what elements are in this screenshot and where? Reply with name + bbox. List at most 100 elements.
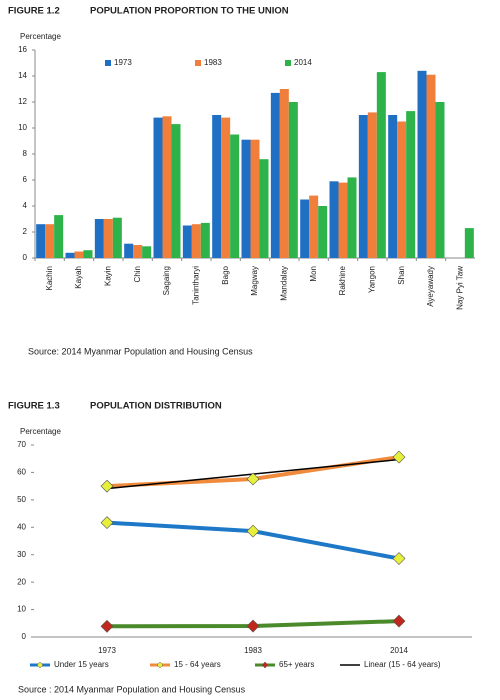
y-tick-label: 16 (18, 45, 27, 54)
bar (45, 224, 55, 258)
marker (392, 552, 406, 565)
marker (100, 516, 114, 530)
bar (270, 92, 280, 259)
legend-swatch (285, 60, 291, 66)
legend-swatch (195, 60, 201, 66)
bar (65, 252, 75, 258)
bar (388, 115, 398, 258)
x-tick-label: Mon (309, 266, 318, 282)
bar (142, 246, 152, 258)
bar (153, 117, 163, 258)
x-tick-label: Kayah (74, 266, 83, 289)
x-tick-label: Sagaing (162, 266, 171, 295)
bar (133, 245, 143, 258)
x-tick-label: Magway (250, 266, 259, 296)
bar (300, 199, 310, 258)
chart-title: POPULATION PROPORTION TO THE UNION (90, 6, 289, 17)
marker (246, 619, 260, 633)
legend-label: 1973 (114, 58, 132, 67)
legend-label: 2014 (294, 58, 312, 67)
marker (392, 450, 406, 464)
bar (124, 243, 134, 258)
x-tick-label: Shan (397, 266, 406, 285)
bar (182, 225, 192, 258)
x-tick-label: Kayin (103, 266, 112, 286)
x-tick-label: 2014 (390, 646, 408, 655)
y-tick-label: 60 (17, 468, 26, 477)
bar (162, 116, 172, 258)
x-tick-label: Bago (221, 265, 230, 284)
x-tick-label: 1983 (244, 646, 262, 655)
bar (112, 217, 122, 258)
bar (200, 222, 210, 258)
y-tick-label: 70 (17, 440, 26, 449)
bar (338, 182, 348, 258)
bar (426, 74, 436, 258)
bar (54, 215, 64, 258)
y-tick-label: 40 (17, 522, 26, 531)
x-tick-label: Rakhine (338, 265, 347, 295)
y-axis-label: Percentage (20, 32, 61, 41)
bar (171, 124, 181, 258)
y-tick-label: 10 (17, 605, 26, 614)
bar (347, 177, 357, 258)
x-tick-label: Mandalay (279, 266, 288, 301)
legend-label: Linear (15 - 64 years) (364, 660, 441, 669)
x-tick-label: 1973 (98, 646, 116, 655)
bar (36, 224, 46, 258)
x-tick-label: Tanintharyi (191, 266, 200, 305)
bar (464, 228, 474, 258)
bar (435, 102, 445, 258)
y-tick-label: 6 (23, 175, 28, 184)
y-tick-label: 8 (23, 149, 28, 158)
y-tick-label: 0 (22, 632, 27, 641)
legend-label: Under 15 years (54, 660, 109, 669)
bar (279, 89, 289, 258)
legend-label: 65+ years (279, 660, 314, 669)
bar (367, 112, 377, 259)
y-tick-label: 50 (17, 495, 26, 504)
legend-label: 15 - 64 years (174, 660, 221, 669)
figure-number: FIGURE 1.3 (8, 401, 60, 412)
bar (250, 139, 260, 258)
y-tick-label: 12 (18, 97, 27, 106)
legend-marker (261, 661, 269, 669)
x-tick-label: Nay Pyi Taw (455, 266, 464, 310)
bar (103, 219, 113, 258)
bar (191, 224, 201, 258)
bar (221, 117, 231, 258)
source: Source: 2014 Myanmar Population and Hous… (28, 346, 253, 356)
bar (74, 251, 84, 258)
marker (392, 614, 406, 628)
legend-marker (156, 661, 164, 669)
y-tick-label: 20 (17, 577, 26, 586)
bar (94, 219, 104, 258)
source: Source : 2014 Myanmar Population and Hou… (18, 684, 246, 694)
legend-swatch (105, 60, 111, 66)
bar (288, 102, 298, 258)
x-tick-label: Yangon (367, 266, 376, 293)
legend-label: 1983 (204, 58, 222, 67)
x-tick-label: Chin (133, 266, 142, 282)
bar (318, 206, 328, 258)
x-tick-label: Ayeyawady (426, 266, 435, 307)
bar (358, 115, 368, 258)
y-tick-label: 14 (18, 71, 27, 80)
legend-marker (36, 661, 44, 669)
y-tick-label: 2 (23, 227, 28, 236)
figure-number: FIGURE 1.2 (8, 6, 60, 17)
y-tick-label: 30 (17, 550, 26, 559)
marker (246, 472, 260, 486)
y-axis-label: Percentage (20, 427, 61, 436)
bar (397, 121, 407, 258)
marker (100, 619, 114, 633)
bar (309, 195, 319, 258)
bar (212, 115, 222, 258)
bar (406, 111, 416, 258)
marker (246, 524, 260, 538)
bar (376, 72, 386, 258)
bar (241, 139, 251, 258)
x-tick-label: Kachin (45, 266, 54, 290)
bar (259, 159, 269, 258)
